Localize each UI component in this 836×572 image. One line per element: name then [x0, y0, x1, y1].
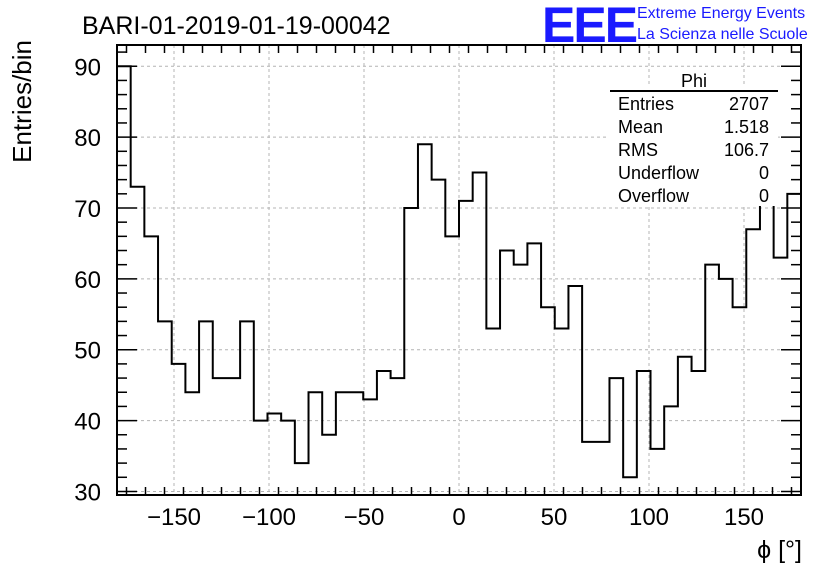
x-tick-label: 50 [541, 504, 568, 531]
histogram-bin [705, 265, 719, 495]
stats-value: 0 [759, 186, 769, 206]
y-tick-label: 90 [74, 54, 101, 81]
stats-label: Overflow [618, 186, 690, 206]
stats-value: 0 [759, 163, 769, 183]
y-tick-label: 30 [74, 479, 101, 506]
histogram-bin [459, 201, 473, 495]
histogram-bin [445, 236, 459, 495]
stats-label: Entries [618, 94, 674, 114]
histogram-bin [486, 328, 500, 495]
histogram-bin [322, 435, 336, 495]
histogram-bin [514, 265, 528, 495]
histogram-bin [199, 321, 213, 495]
x-tick-labels: −150 −100 −50 0 50 100 150 [147, 504, 764, 531]
histogram-bin [664, 406, 678, 495]
histogram-bin [692, 371, 706, 495]
histogram-bin [309, 392, 323, 495]
histogram-bin [774, 258, 788, 495]
histogram-bin [582, 442, 596, 495]
histogram-bin [787, 194, 801, 495]
histogram-bin [760, 201, 774, 495]
histogram-bin [678, 357, 692, 495]
logo-line-2: La Scienza nelle Scuole [637, 26, 808, 43]
histogram-outline [117, 65, 801, 479]
y-tick-label: 60 [74, 267, 101, 294]
stats-value: 106.7 [724, 140, 769, 160]
stats-label: RMS [618, 140, 658, 160]
y-axis-label: Entries/bin [7, 40, 37, 163]
histogram-bin [363, 399, 377, 495]
histogram-bin [541, 307, 555, 495]
stats-label: Mean [618, 117, 663, 137]
x-axis-label: ϕ [°] [757, 536, 802, 564]
y-tick-label: 80 [74, 125, 101, 152]
grid [117, 45, 801, 495]
histogram-bin [719, 279, 733, 495]
histogram-bin [254, 421, 268, 495]
logo-line-1: Extreme Energy Events [637, 5, 805, 22]
histogram-bin [267, 414, 281, 495]
stats-label: Underflow [618, 163, 700, 183]
histogram-bin [527, 243, 541, 495]
x-tick-label: −150 [147, 504, 201, 531]
histogram-bin [336, 392, 350, 495]
x-tick-label: −50 [344, 504, 385, 531]
plot-frame [116, 44, 802, 496]
histogram-bin [213, 378, 227, 495]
histogram-bin [377, 371, 391, 495]
histogram-bin [144, 236, 158, 495]
histogram-bin [158, 321, 172, 495]
x-tick-label: 150 [724, 504, 764, 531]
stats-value: 1.518 [724, 117, 769, 137]
histogram-bin [555, 328, 569, 495]
x-tick-label: 0 [452, 504, 465, 531]
histogram-bin [185, 392, 199, 495]
histogram-bin [131, 187, 145, 495]
histogram-bin [350, 392, 364, 495]
y-tick-label: 70 [74, 196, 101, 223]
axis-ticks [117, 45, 801, 495]
histogram-bin [226, 378, 240, 495]
histogram-bin [568, 286, 582, 495]
histogram-bin [240, 321, 254, 495]
run-title: BARI-01-2019-01-19-00042 [82, 12, 391, 40]
x-tick-label: −100 [242, 504, 296, 531]
histogram-bin [746, 229, 760, 495]
stats-title: Phi [681, 71, 707, 91]
histogram-bin [281, 421, 295, 495]
histogram-bin [500, 251, 514, 495]
y-tick-labels: 30 40 50 60 70 80 90 [74, 54, 101, 506]
histogram-bin [609, 378, 623, 495]
histogram-bin [418, 144, 432, 495]
y-tick-label: 50 [74, 338, 101, 365]
histogram-bin [404, 208, 418, 495]
histogram-bin [432, 180, 446, 495]
histogram-bin [637, 371, 651, 495]
x-tick-label: 100 [629, 504, 669, 531]
histogram-bin [623, 477, 637, 495]
histogram-bin [117, 66, 131, 495]
y-tick-label: 40 [74, 409, 101, 436]
histogram-bin [391, 378, 405, 495]
stats-value: 2707 [729, 94, 769, 114]
histogram-bin [651, 449, 665, 495]
stats-box: Phi Entries 2707 Mean 1.518 RMS 106.7 Underflo… [606, 71, 778, 206]
histogram-bin [473, 173, 487, 495]
histogram-bin [596, 442, 610, 495]
